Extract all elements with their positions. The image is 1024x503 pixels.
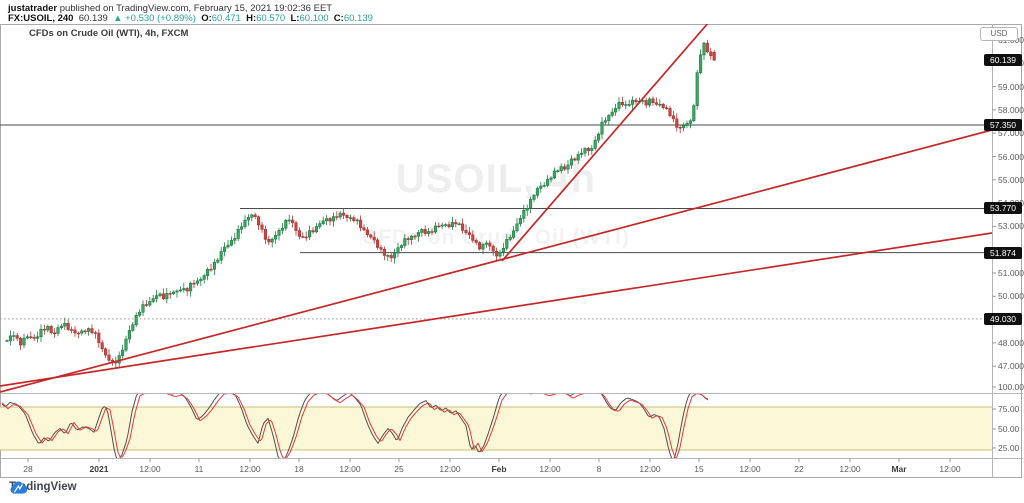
- price-badge: 49.030: [984, 312, 1022, 325]
- price-tick-label: 55.000: [998, 174, 1024, 185]
- last-price: 60.139: [78, 13, 108, 24]
- oscillator-tick-label: 100.00: [998, 382, 1024, 392]
- time-tick-label: Feb: [491, 464, 507, 474]
- time-tick-label: 12:00: [939, 464, 961, 474]
- time-tick-label: 12:00: [539, 464, 561, 474]
- close-label: C:: [333, 13, 344, 24]
- low-value: 60.100: [299, 13, 329, 24]
- time-tick-label: Mar: [891, 464, 907, 474]
- chart-legend[interactable]: CFDs on Crude Oil (WTI), 4h, FXCM: [29, 28, 189, 39]
- oscillator-tick-label: 50.00: [998, 424, 1020, 434]
- trend-lines[interactable]: [0, 22, 992, 393]
- price-tick-label: 59.000: [998, 81, 1024, 92]
- oscillator-tick-label: 75.00: [998, 404, 1020, 414]
- price-tick-label: 48.000: [998, 337, 1024, 348]
- price-tick-label: 58.000: [998, 104, 1024, 115]
- price-tick-label: 51.000: [998, 268, 1024, 278]
- candlestick-series[interactable]: [5, 39, 716, 369]
- price-badge: 51.874: [984, 246, 1022, 259]
- price-tick-label: 56.000: [998, 151, 1024, 162]
- oscillator-band: [0, 406, 992, 451]
- price-badge: 53.770: [984, 202, 1022, 215]
- currency-badge: USD: [980, 27, 1018, 41]
- support-resistance-lines[interactable]: [0, 124, 992, 320]
- time-tick-label: 12:00: [139, 464, 161, 474]
- publish-info: justatrader published on TradingView.com…: [8, 3, 332, 14]
- time-tick-label: 12:00: [339, 464, 361, 474]
- oscillator-lines[interactable]: [1, 389, 709, 463]
- time-tick-label: 25: [394, 464, 404, 474]
- time-tick-label: 12:00: [439, 464, 461, 474]
- pane-separator[interactable]: [0, 393, 1023, 394]
- tradingview-attribution[interactable]: TradingView: [9, 481, 77, 494]
- price-tick-label: 50.000: [998, 291, 1024, 302]
- time-tick-label: 22: [794, 464, 804, 474]
- time-tick-label: 15: [694, 464, 704, 474]
- time-axis-separator: [0, 458, 1023, 459]
- open-value: 60.471: [211, 13, 241, 24]
- price-tick-label: 57.000: [998, 128, 1024, 139]
- time-tick-label: 11: [194, 464, 204, 474]
- author-name: justatrader: [8, 3, 58, 14]
- price-change: ▲ +0.530 (+0.89%): [113, 13, 196, 24]
- high-label: H:: [246, 13, 257, 24]
- symbol-name: FX:USOIL, 240: [8, 13, 74, 24]
- close-value: 60.139: [343, 13, 373, 24]
- time-tick-label: 18: [294, 464, 304, 474]
- high-value: 60.570: [256, 13, 286, 24]
- time-tick-label: 2021: [89, 464, 109, 474]
- price-tick-label: 53.000: [998, 221, 1024, 232]
- open-label: O:: [201, 13, 212, 24]
- price-tick-label: 47.000: [998, 361, 1024, 372]
- tradingview-cloud-icon: [10, 481, 27, 494]
- price-badge: 57.350: [984, 119, 1022, 132]
- low-label: L:: [290, 13, 300, 24]
- time-tick-label: 12:00: [639, 464, 661, 474]
- time-tick-label: 28: [23, 464, 33, 474]
- time-tick-label: 8: [596, 464, 602, 474]
- oscillator-tick-label: 25.00: [998, 443, 1020, 453]
- symbol-ohlc-row: FX:USOIL, 240 60.139 ▲ +0.530 (+0.89%) O…: [8, 13, 373, 24]
- time-tick-label: 12:00: [239, 464, 261, 474]
- publish-text: published on TradingView.com, February 1…: [57, 3, 333, 14]
- axis-tick-marks: [27, 39, 996, 462]
- time-tick-label: 12:00: [739, 464, 761, 474]
- time-tick-label: 12:00: [839, 464, 861, 474]
- price-badge: 60.139: [984, 54, 1022, 67]
